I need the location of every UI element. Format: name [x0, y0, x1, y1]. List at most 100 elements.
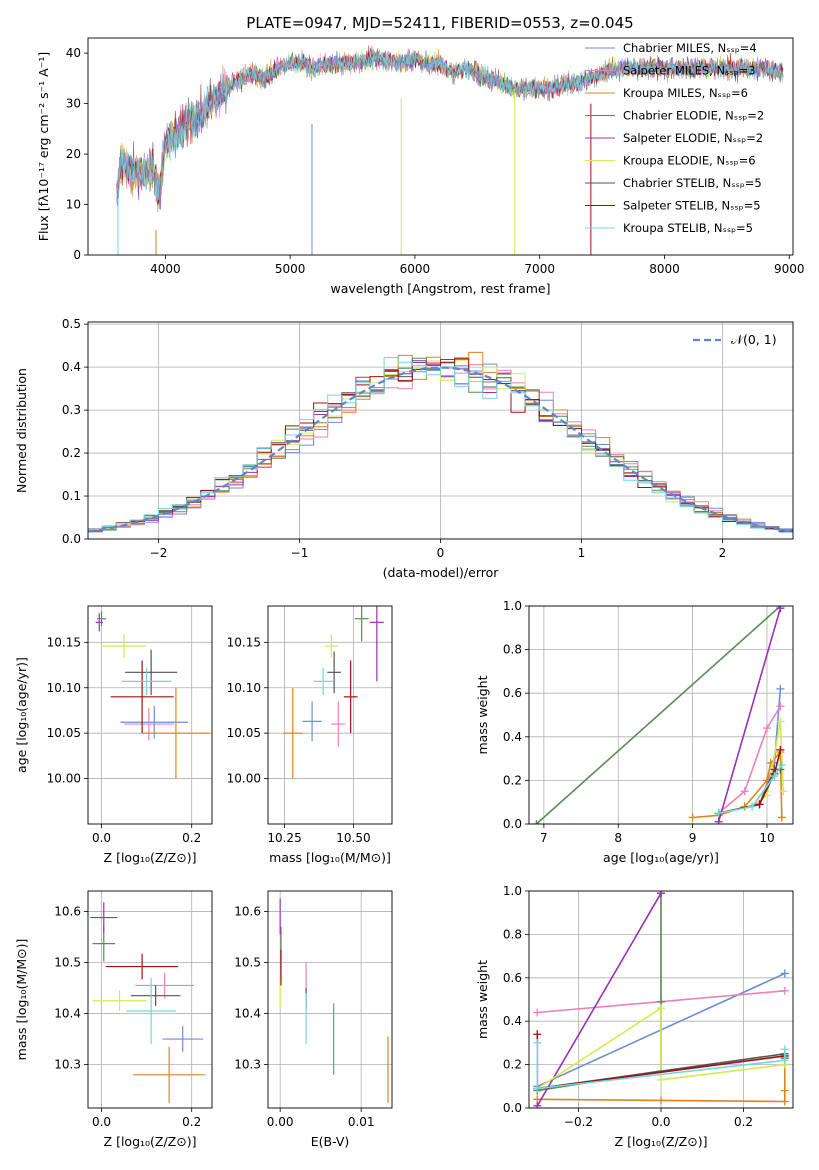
x-tick-label: 8000 — [649, 262, 680, 276]
weight-marker — [533, 1084, 542, 1093]
weight-marker — [780, 1056, 789, 1065]
weight-marker — [780, 1045, 789, 1054]
legend-entry: 𝒩(0, 1) — [731, 332, 777, 347]
panel-spectrum: 4000 5000 6000 7000 8000 9000 0 10 20 30 40 wavelen… — [36, 37, 805, 296]
y-tick-label: 10 — [66, 198, 81, 212]
errorbar-point — [324, 634, 339, 658]
weight-marker — [533, 1038, 542, 1047]
weight-line — [717, 607, 782, 823]
y-tick-label: 10.5 — [54, 955, 81, 969]
weight-marker — [532, 820, 541, 824]
legend-entry: Chabrier STELIB, Nₛₛₚ=5 — [623, 176, 762, 190]
panel-residuals: −2 −1 0 1 2 0.0 0.1 0.2 0.3 0.4 0.5 (data-model)/er… — [14, 317, 794, 580]
spectrum-line — [116, 49, 784, 200]
axes-frame — [87, 890, 213, 1109]
weight-line — [718, 764, 783, 814]
y-tick-label: 0.2 — [503, 1058, 522, 1072]
errorbar-point — [130, 985, 181, 1006]
x-tick-label: 0.00 — [267, 1115, 294, 1129]
errorbar-point — [369, 606, 384, 682]
legend-entry: Salpeter ELODIE, Nₛₛₚ=2 — [623, 131, 763, 145]
weight-line — [718, 705, 782, 814]
y-tick-label: 40 — [66, 46, 81, 60]
y-tick-label: 0.6 — [503, 686, 522, 700]
x-tick-label: 0.0 — [651, 1115, 670, 1129]
weight-marker — [776, 702, 785, 711]
errorbar-point — [313, 667, 333, 696]
y-tick-label: 10.05 — [227, 726, 261, 740]
y-tick-label: 10.4 — [54, 1007, 81, 1021]
histogram-series — [88, 357, 793, 539]
errorbar-point — [302, 701, 322, 742]
weight-marker — [533, 1030, 542, 1039]
weight-line — [537, 893, 662, 1092]
weight-marker — [770, 772, 779, 781]
weight-marker — [762, 724, 771, 733]
panel-mass-vs-EBV: 0.00 0.01 10.3 10.4 10.5 10.6 E(B-V) — [234, 890, 393, 1149]
weight-marker — [755, 800, 764, 809]
y-tick-label: 0.4 — [503, 730, 522, 744]
weight-marker — [657, 1096, 665, 1105]
y-axis-label: Normed distribution — [14, 368, 29, 493]
weight-marker — [780, 1097, 789, 1106]
legend-entry: Salpeter MILES, Nₛₛₚ=3 — [623, 64, 756, 78]
y-tick-label: 0.4 — [62, 360, 81, 374]
weight-marker — [780, 969, 789, 978]
y-tick-label: 10.00 — [227, 772, 261, 786]
x-tick-label: 10.25 — [267, 831, 301, 845]
y-tick-label: 10.3 — [54, 1058, 81, 1072]
x-tick-label: 4000 — [150, 262, 181, 276]
weight-marker — [657, 1004, 665, 1013]
errorbar-point — [126, 977, 176, 1045]
errorbar-point — [110, 660, 174, 734]
plot-area — [88, 351, 793, 539]
legend-entry: Kroupa MILES, Nₛₛₚ=6 — [623, 86, 748, 100]
x-tick-label: −2 — [150, 546, 168, 560]
weight-line — [536, 892, 662, 1107]
errorbar-point — [331, 701, 346, 747]
weight-marker — [533, 1101, 542, 1108]
weight-marker — [714, 809, 723, 818]
weight-marker — [776, 684, 785, 693]
x-axis-label: Z [log₁₀(Z/Z⊙)] — [104, 850, 197, 865]
legend-entry: Chabrier MILES, Nₛₛₚ=4 — [623, 41, 757, 55]
plot-area — [116, 45, 784, 255]
errorbar-point — [95, 613, 103, 632]
errorbar-point — [106, 953, 179, 980]
weight-marker — [748, 802, 757, 811]
weight-marker — [777, 813, 786, 822]
panels: 4000 5000 6000 7000 8000 9000010203040wavelen… — [14, 37, 805, 1149]
weight-marker — [776, 745, 785, 754]
weight-marker — [657, 891, 665, 898]
x-tick-label: −0.2 — [564, 1115, 593, 1129]
x-tick-label: 0.2 — [182, 1115, 201, 1129]
legend-entry: Kroupa STELIB, Nₛₛₚ=5 — [623, 221, 753, 235]
weight-marker — [776, 717, 785, 726]
x-tick-label: 9 — [689, 831, 697, 845]
x-axis-label: Z [log₁₀(Z/Z⊙)] — [615, 1134, 708, 1149]
y-tick-label: 0.0 — [503, 817, 522, 831]
errorbar-point — [343, 660, 358, 734]
x-tick-label: 2 — [719, 546, 727, 560]
plot-area — [90, 902, 206, 1103]
y-tick-label: 10.4 — [234, 1007, 261, 1021]
y-axis-label: mass [log₁₀(M/M⊙)] — [14, 939, 29, 1061]
errorbar-point — [124, 707, 174, 741]
y-tick-label: 0.2 — [503, 773, 522, 787]
errorbar-point — [283, 687, 303, 779]
plot-area — [95, 611, 210, 779]
weight-marker — [780, 986, 789, 995]
normal-curve — [88, 366, 791, 533]
weight-marker — [776, 606, 785, 613]
y-tick-label: 10.15 — [227, 635, 261, 649]
y-tick-label: 0.4 — [503, 1014, 522, 1028]
figure-title: PLATE=0947, MJD=52411, FIBERID=0553, z=0… — [246, 14, 633, 32]
plot-area — [533, 891, 789, 1108]
x-tick-label: 7000 — [524, 262, 555, 276]
y-axis-label: age [log₁₀(age/yr)] — [14, 657, 29, 773]
errorbar-point — [90, 902, 118, 933]
legend-entry: Chabrier ELODIE, Nₛₛₚ=2 — [623, 109, 764, 123]
x-tick-label: 0.2 — [734, 1115, 753, 1129]
y-tick-label: 1.0 — [503, 884, 522, 898]
y-tick-label: 10.10 — [227, 681, 261, 695]
